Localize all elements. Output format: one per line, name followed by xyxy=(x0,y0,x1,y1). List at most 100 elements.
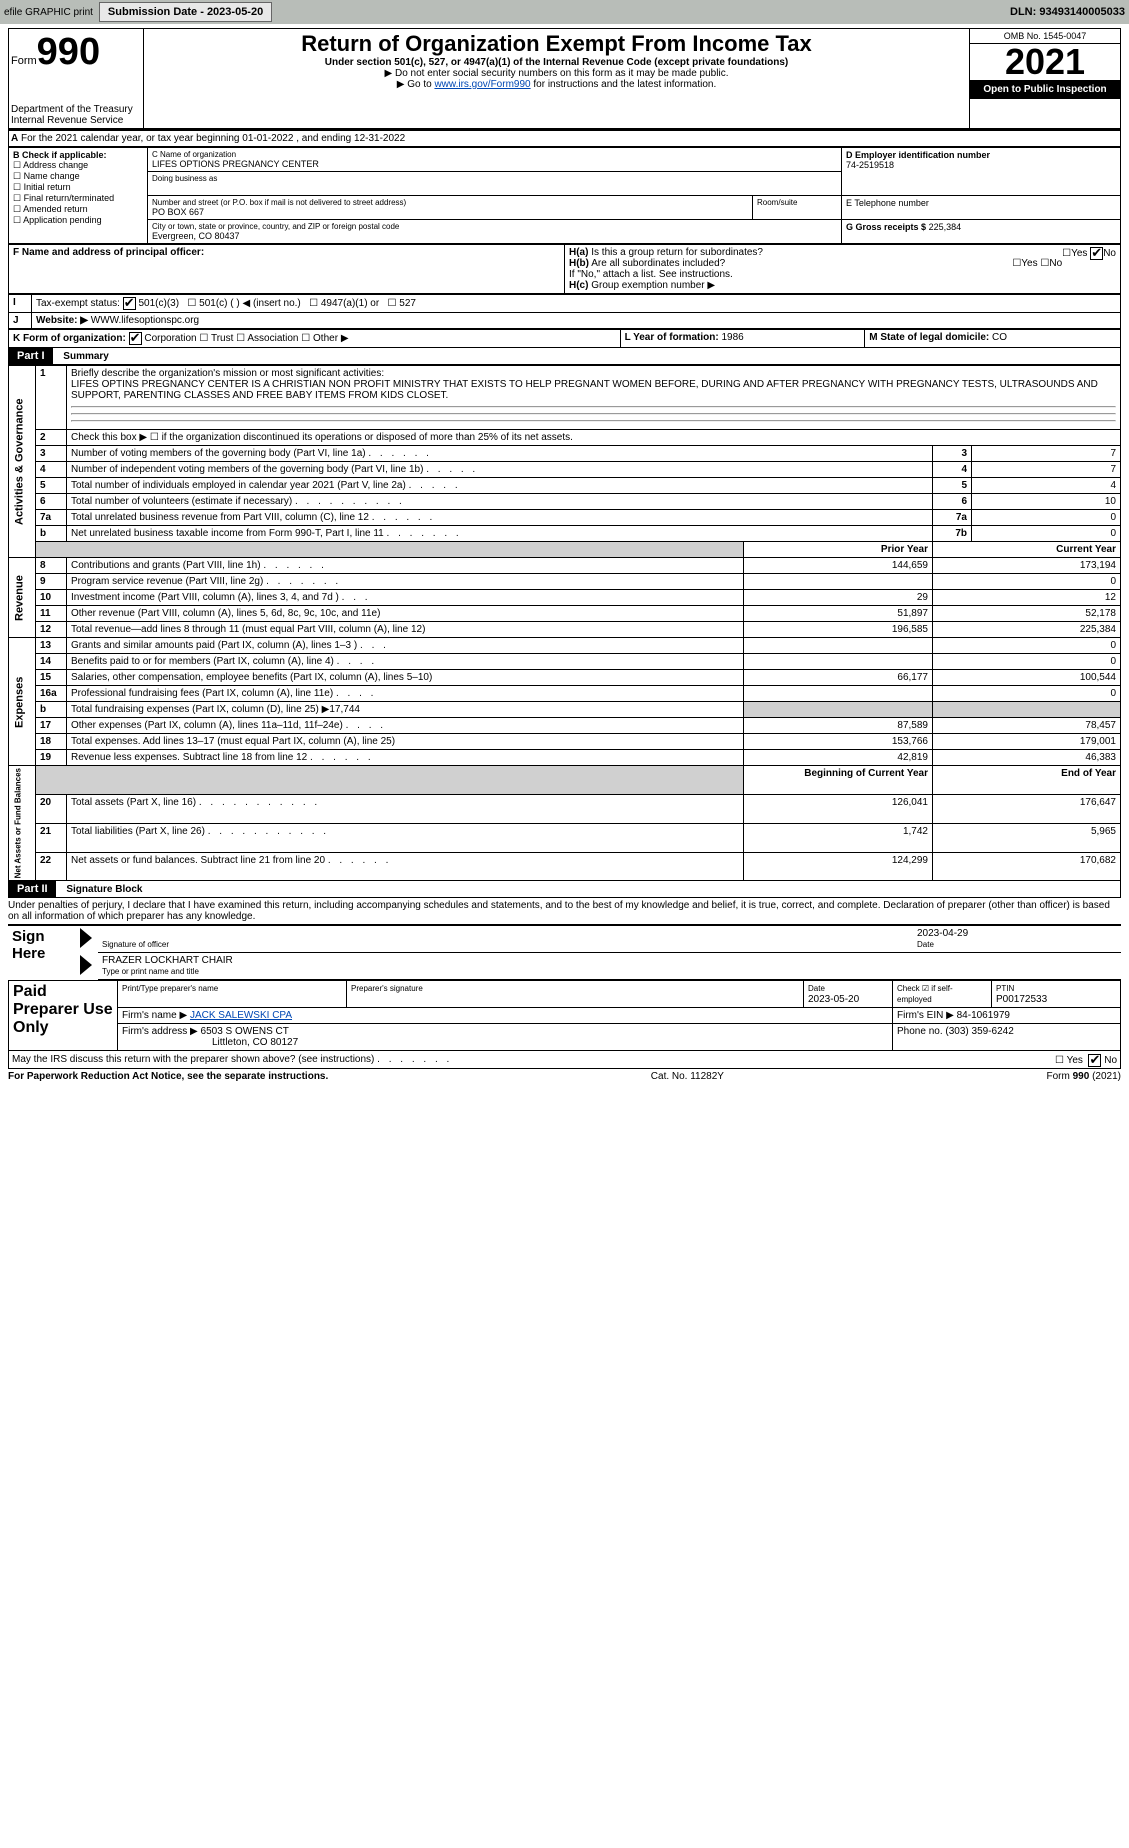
b-opt: ☐ Address change xyxy=(13,160,143,171)
sig-officer-label: Signature of officer xyxy=(102,940,169,949)
sign-here-block: Sign Here Signature of officer 2023-04-2… xyxy=(8,926,1121,980)
paid-preparer-label: Paid Preparer Use Only xyxy=(9,981,118,1051)
b-opt: ☐ Amended return xyxy=(13,204,143,215)
k-label: K Form of organization: xyxy=(13,333,126,344)
l2-text: Check this box ▶ ☐ if the organization d… xyxy=(67,430,1121,446)
room-label: Room/suite xyxy=(757,198,837,207)
website-val: WWW.lifesoptionspc.org xyxy=(91,315,199,326)
dept-label: Department of the Treasury xyxy=(11,104,141,115)
form990-link[interactable]: www.irs.gov/Form990 xyxy=(434,79,530,90)
firm-phone: (303) 359-6242 xyxy=(945,1026,1013,1037)
j-label: Website: ▶ xyxy=(36,315,88,326)
domicile-state: CO xyxy=(992,332,1007,343)
subtitle-2: ▶ Do not enter social security numbers o… xyxy=(146,68,967,79)
d-label: D Employer identification number xyxy=(846,150,1116,160)
page-footer: For Paperwork Reduction Act Notice, see … xyxy=(8,1069,1121,1084)
section-i-j: ITax-exempt status: 501(c)(3) ☐ 501(c) (… xyxy=(8,294,1121,329)
city-label: City or town, state or province, country… xyxy=(152,222,837,231)
open-to-public-badge: Open to Public Inspection xyxy=(970,80,1120,99)
irs-label: Internal Revenue Service xyxy=(11,115,141,126)
street-val: PO BOX 667 xyxy=(152,207,748,217)
current-year-hdr: Current Year xyxy=(1056,544,1116,555)
subtitle-1: Under section 501(c), 527, or 4947(a)(1)… xyxy=(146,57,967,68)
footer-left: For Paperwork Reduction Act Notice, see … xyxy=(8,1071,328,1082)
part-ii-badge: Part II xyxy=(9,881,56,897)
summary-table: Activities & Governance 1 Briefly descri… xyxy=(8,365,1121,881)
boy-hdr: Beginning of Current Year xyxy=(804,768,928,779)
prior-year-hdr: Prior Year xyxy=(881,544,928,555)
f-label: F Name and address of principal officer: xyxy=(13,247,204,258)
c-name-label: C Name of organization xyxy=(152,150,837,159)
section-b-to-g: B Check if applicable: ☐ Address change … xyxy=(8,147,1121,244)
sign-date: 2023-04-29 xyxy=(917,928,968,939)
arrow-icon xyxy=(80,928,92,948)
subtitle-3: ▶ Go to www.irs.gov/Form990 for instruct… xyxy=(146,79,967,90)
b-opt: ☐ Name change xyxy=(13,171,143,182)
hb-text: Are all subordinates included? xyxy=(591,258,725,269)
mission-text: LIFES OPTINS PREGNANCY CENTER IS A CHRIS… xyxy=(71,379,1098,401)
officer-name: FRAZER LOCKHART CHAIR xyxy=(102,955,233,966)
part-i-header-row: Part I Summary xyxy=(8,348,1121,365)
city-val: Evergreen, CO 80437 xyxy=(152,231,837,241)
prep-date: 2023-05-20 xyxy=(808,994,859,1005)
form-title: Return of Organization Exempt From Incom… xyxy=(146,31,967,57)
firm-ein: 84-1061979 xyxy=(957,1010,1010,1021)
ha-text: Is this a group return for subordinates? xyxy=(591,247,763,258)
c3-check xyxy=(123,297,136,310)
ptin-val: P00172533 xyxy=(996,994,1047,1005)
val-4: 7 xyxy=(972,462,1121,478)
b-opt: ☐ Initial return xyxy=(13,182,143,193)
part-ii-title: Signature Block xyxy=(58,884,142,895)
section-k-l-m: K Form of organization: Corporation ☐ Tr… xyxy=(8,329,1121,348)
line-a: A For the 2021 calendar year, or tax yea… xyxy=(8,131,1121,147)
section-f-h: F Name and address of principal officer:… xyxy=(8,244,1121,294)
submission-date-button[interactable]: Submission Date - 2023-05-20 xyxy=(99,2,272,22)
side-expenses: Expenses xyxy=(9,638,36,766)
form-word: Form xyxy=(11,55,37,67)
footer-right: Form 990 (2021) xyxy=(1047,1071,1121,1082)
discuss-row: May the IRS discuss this return with the… xyxy=(8,1051,1121,1069)
firm-addr2: Littleton, CO 80127 xyxy=(122,1037,298,1048)
efile-label: efile GRAPHIC print xyxy=(4,7,93,18)
l-label: L Year of formation: xyxy=(625,332,722,343)
side-net-assets: Net Assets or Fund Balances xyxy=(9,766,36,881)
side-revenue: Revenue xyxy=(9,558,36,638)
val-5: 4 xyxy=(972,478,1121,494)
g-label: G Gross receipts $ xyxy=(846,222,926,232)
part-ii-header-row: Part II Signature Block xyxy=(8,881,1121,898)
firm-name-link[interactable]: JACK SALEWSKI CPA xyxy=(190,1010,292,1021)
hc-text: Group exemption number ▶ xyxy=(591,280,715,291)
dba-label: Doing business as xyxy=(152,174,837,183)
form-number: 990 xyxy=(37,31,100,73)
part-i-badge: Part I xyxy=(9,348,53,364)
gross-receipts: 225,384 xyxy=(929,222,962,232)
year-formation: 1986 xyxy=(721,332,743,343)
val-7b: 0 xyxy=(972,526,1121,542)
b-opt: ☐ Final return/terminated xyxy=(13,193,143,204)
top-bar: efile GRAPHIC print Submission Date - 20… xyxy=(0,0,1129,24)
org-name: LIFES OPTIONS PREGNANCY CENTER xyxy=(152,159,837,169)
side-activities-governance: Activities & Governance xyxy=(9,366,36,558)
val-7a: 0 xyxy=(972,510,1121,526)
part-i-title: Summary xyxy=(55,351,109,362)
firm-addr1: 6503 S OWENS CT xyxy=(201,1026,289,1037)
e-label: E Telephone number xyxy=(846,198,1116,208)
val-3: 7 xyxy=(972,446,1121,462)
self-employed-check: Check ☑ if self-employed xyxy=(897,984,953,1004)
hb-note: If "No," attach a list. See instructions… xyxy=(569,269,733,280)
b-opt: ☐ Application pending xyxy=(13,215,143,226)
paid-preparer-block: Paid Preparer Use Only Print/Type prepar… xyxy=(8,980,1121,1051)
i-label: Tax-exempt status: xyxy=(36,298,120,309)
arrow-icon xyxy=(80,955,92,975)
tax-year: 2021 xyxy=(970,44,1120,80)
m-label: M State of legal domicile: xyxy=(869,332,992,343)
form-header: Form990 Department of the Treasury Inter… xyxy=(8,28,1121,131)
perjury-decl: Under penalties of perjury, I declare th… xyxy=(8,898,1121,926)
footer-center: Cat. No. 11282Y xyxy=(651,1071,724,1082)
sign-here-label: Sign Here xyxy=(8,926,76,980)
l1-label: Briefly describe the organization's miss… xyxy=(71,368,384,379)
street-label: Number and street (or P.O. box if mail i… xyxy=(152,198,748,207)
ein-value: 74-2519518 xyxy=(846,160,1116,170)
dln-label: DLN: 93493140005033 xyxy=(1010,6,1125,18)
val-6: 10 xyxy=(972,494,1121,510)
